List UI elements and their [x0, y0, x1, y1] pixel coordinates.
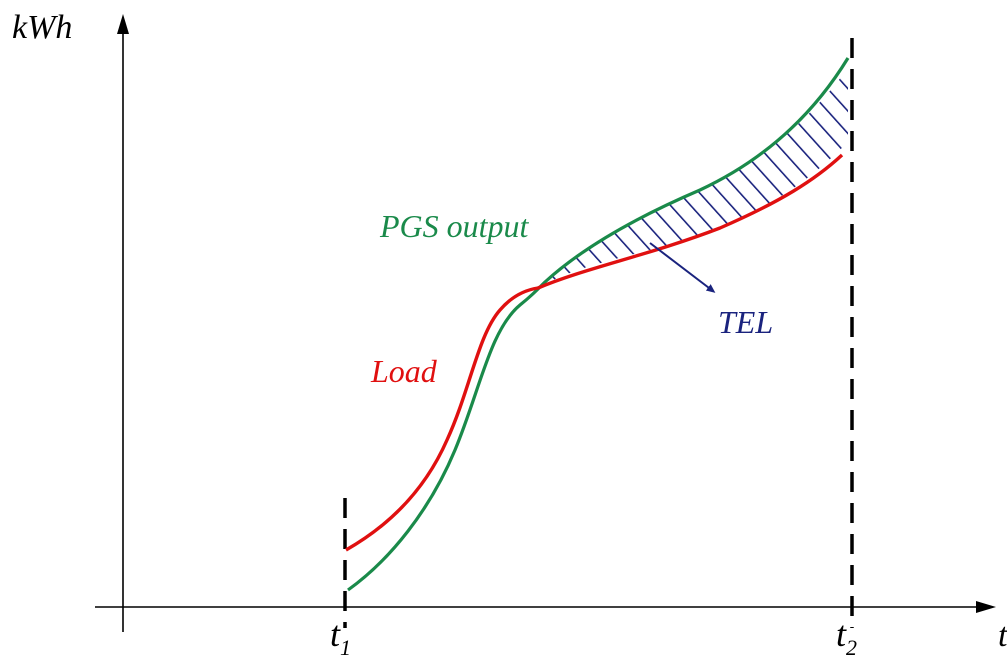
t2-label-base: t [836, 614, 847, 654]
t2-label: t2 [836, 614, 857, 660]
y-axis-arrowhead [117, 14, 129, 34]
pgs-output-label: PGS output [379, 208, 530, 244]
x-axis-label: t [998, 617, 1007, 654]
load-label: Load [370, 353, 438, 389]
t1-label-base: t [330, 614, 341, 654]
t1-label-sub: 1 [340, 635, 351, 660]
y-axis-label: kWh [12, 9, 72, 46]
t2-label-sub: 2 [846, 635, 857, 660]
pgs-output-curve [347, 57, 850, 592]
tel-label: TEL [718, 304, 773, 340]
t1-label: t1 [330, 614, 351, 660]
tel-hatched-region [538, 68, 848, 288]
load-curve [345, 153, 844, 552]
tel-pointer-arrow [649, 242, 716, 293]
x-axis-arrowhead [976, 601, 996, 613]
